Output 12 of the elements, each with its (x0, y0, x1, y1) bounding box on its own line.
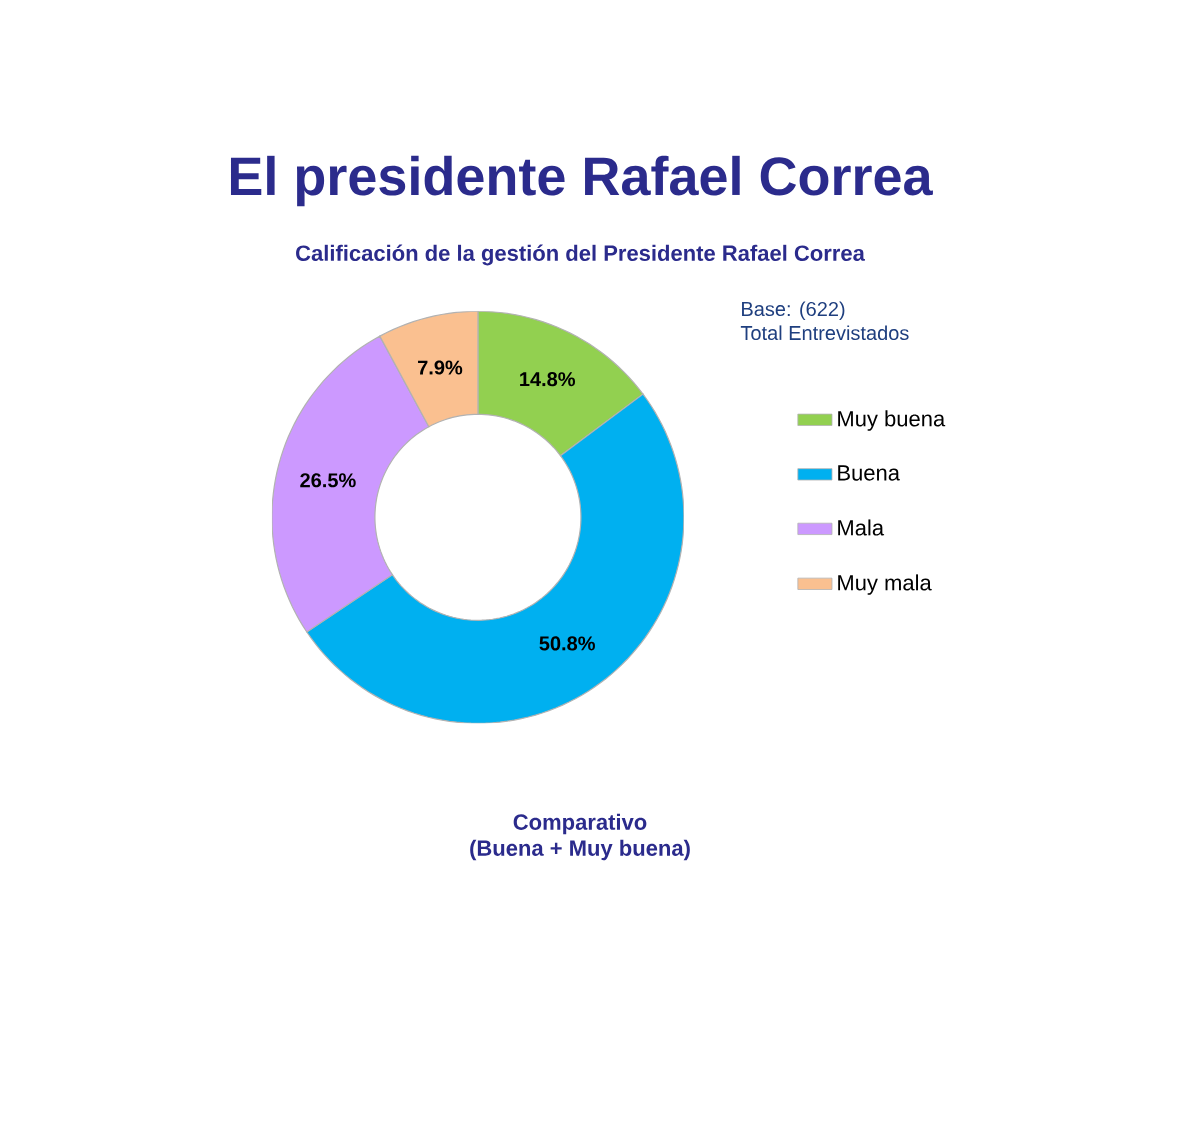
data-label: 50.8% (539, 636, 595, 651)
legend-label: Mala (838, 519, 885, 536)
text: Comparativo (Buena + Muy buena) (470, 813, 690, 861)
data-label: 7.9% (418, 360, 463, 375)
legend-label: Buena (838, 465, 900, 481)
data-label: 14.8% (520, 372, 576, 387)
chart-title: El presidente Rafael Correa (230, 155, 933, 207)
legend-label: Muy buena (838, 410, 946, 431)
text: Base: (622) Total Entrevistados (740, 301, 909, 341)
data-label: 26.5% (300, 473, 356, 488)
legend-label: Muy mala (838, 574, 932, 595)
chart-subtitle: Calificación de la gestión del Presidente Rafael Correa (296, 244, 865, 266)
